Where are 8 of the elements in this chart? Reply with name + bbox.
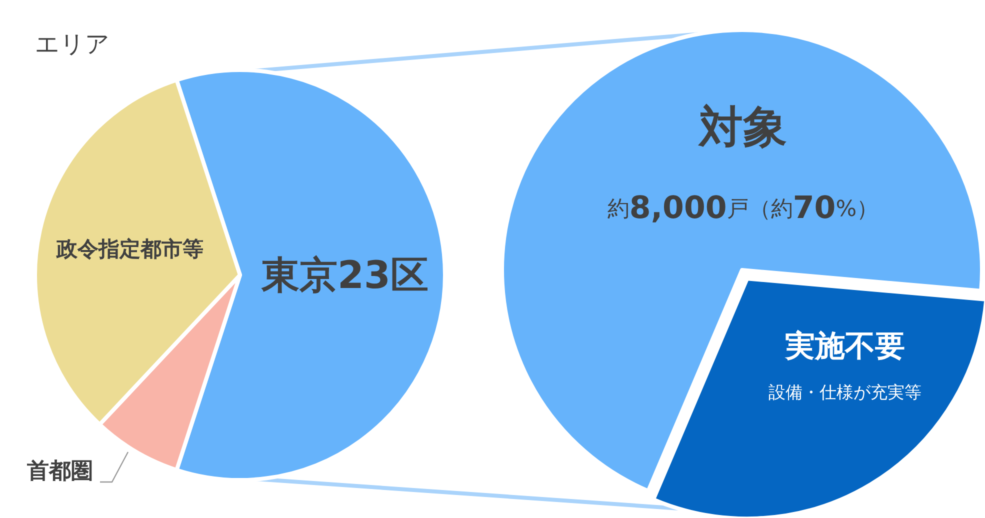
slice-label: 政令指定都市等 [56, 236, 204, 261]
text: 設備・仕様が充実等 [768, 382, 922, 403]
slice-label: 実施不要 [784, 329, 905, 364]
chart-title: エリア [35, 30, 110, 58]
slice-label: 対象 [697, 102, 787, 154]
slice-label: 首都圏 [26, 459, 93, 484]
slice-label: 東京23区 [260, 253, 428, 298]
text: 約8,000戸（約70%） [607, 190, 879, 226]
